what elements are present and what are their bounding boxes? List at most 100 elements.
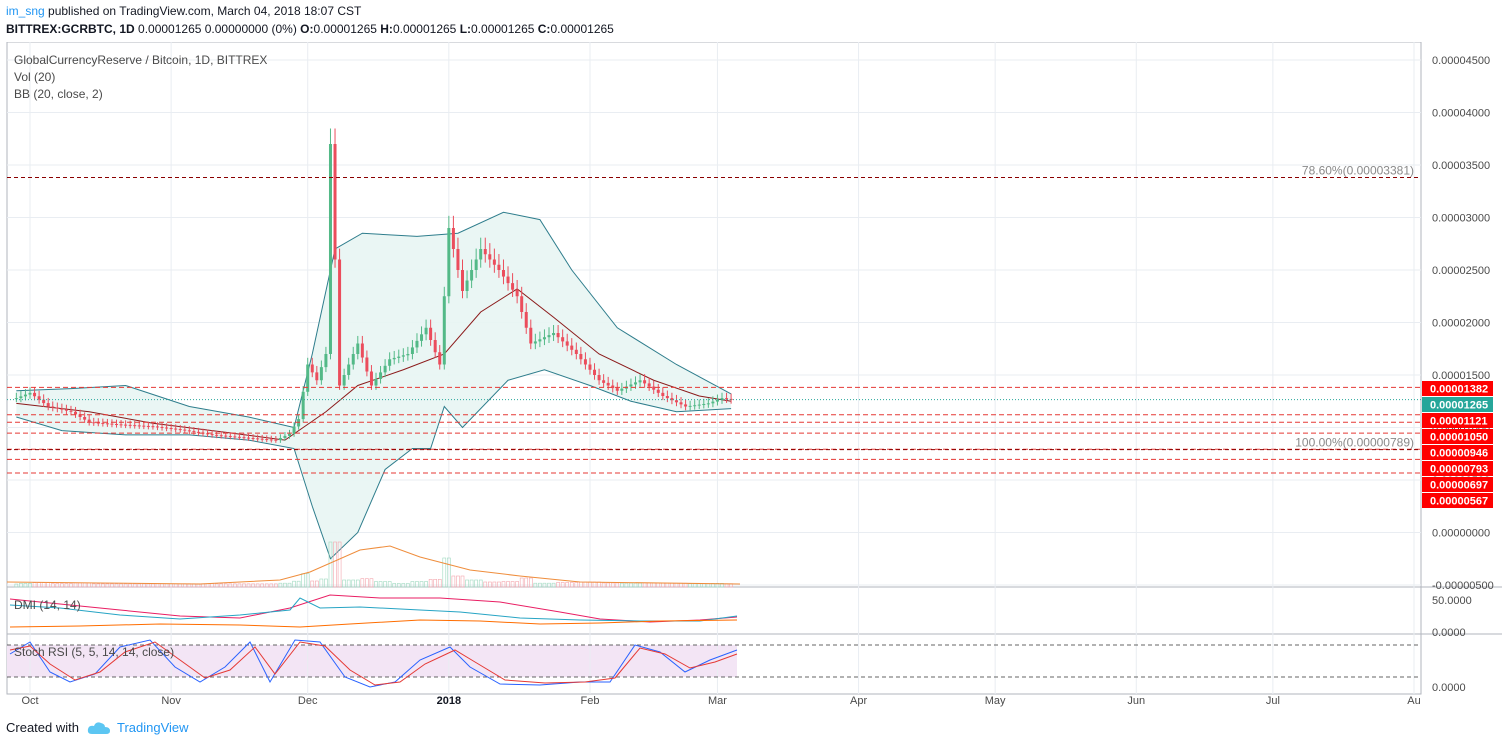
candle-body [702,403,706,405]
candle-body [319,367,323,381]
change-value: 0.00001265 0.00000000 (0%) [138,22,297,36]
candle-body [96,422,100,424]
volume-bar [447,557,451,588]
volume-bar [333,541,337,588]
candle-body [297,419,301,427]
candle-body [14,398,18,400]
candle-body [315,372,319,381]
candle-body [55,407,59,409]
candle-body [638,380,642,383]
candle-body [333,144,337,260]
x-axis-label: Oct [21,695,38,707]
volume-bar [478,579,483,588]
candle-body [338,259,342,386]
candle-body [37,396,41,400]
candle-body [688,405,692,407]
symbol-label: BITTREX:GCRBTC, 1D [6,22,135,36]
volume-bar [488,581,492,588]
candle-body [674,400,678,403]
candle-body [42,399,46,404]
candle-body [479,249,483,260]
candle-body [233,436,237,438]
y-axis-label: 0.00000000 [1432,528,1490,540]
candle-body [310,364,314,373]
candle-body [511,283,515,290]
candle-body [237,436,241,438]
volume-bar [305,573,310,588]
candle-body [247,437,251,439]
candle-body [183,429,187,431]
x-axis-label: Jul [1266,695,1280,707]
volume-bar [123,583,128,588]
price-level-tag [1422,445,1493,460]
volume-bar [342,579,346,588]
volume-bar [296,580,301,588]
candle-body [501,270,505,277]
candle-body [23,394,27,397]
candle-body [552,333,556,336]
candle-body [215,434,219,436]
candle-body [515,289,519,297]
volume-bar [606,582,610,588]
legend-volume: Vol (20) [14,70,56,84]
fib-level-label: 100.00%(0.00000789) [1295,436,1414,450]
candle-body [656,389,660,393]
candle-body [83,417,87,420]
candle-body [306,364,310,392]
candle-body [324,354,328,368]
volume-bar [396,583,401,588]
volume-bar [287,582,292,588]
volume-bar [542,582,547,588]
legend-main: GlobalCurrencyReserve / Bitcoin, 1D, BIT… [14,53,268,67]
candle-body [105,423,109,425]
close-value: 0.00001265 [550,22,614,36]
candle-body [219,435,223,437]
volume-bar [629,582,633,588]
volume-bar [55,583,60,588]
open-label: O: [300,22,314,36]
candle-body [442,296,446,365]
candle-body [265,439,269,441]
volume-bar [524,577,529,588]
candle-body [128,424,132,426]
candle-body [196,431,200,433]
candle-body [433,340,437,353]
volume-bar [264,583,269,588]
volume-bar [378,581,383,588]
candle-body [142,425,146,427]
volume-bar [233,583,237,588]
volume-bar [497,581,501,588]
y-axis-label: 0.00004000 [1432,108,1490,120]
volume-bar [428,579,433,588]
price-level-tag [1422,477,1493,492]
candle-body [347,364,351,375]
candle-body [606,382,610,386]
candle-body [365,357,369,372]
price-chart[interactable]: Oct Nov Dec 2018 Feb Mar Apr May Jun Jul Au 0.00004… [0,42,1502,714]
candle-body [397,356,401,358]
price-level-tag [1422,493,1493,508]
price-level-tag [1422,461,1493,476]
volume-bar [137,583,142,588]
volume-bar [319,578,324,588]
volume-bar [515,581,519,588]
author-link[interactable]: im_sng [6,4,45,18]
candle-body [137,425,141,427]
volume-bar [274,583,278,588]
adx-line [9,619,738,628]
candle-body [729,398,733,400]
volume-bar [574,582,579,588]
volume-bar [560,582,565,588]
volume-bar [538,582,542,588]
volume-bar [451,575,456,588]
dmi-axis-label: 0.0000 [1432,627,1466,639]
volume-bar [223,583,228,588]
open-value: 0.00001265 [313,22,377,36]
volume-bar [64,583,69,588]
candle-body [533,341,537,344]
volume-bar [128,583,132,588]
candle-body [101,422,105,424]
legend-stoch-rsi: Stoch RSI (5, 5, 14, 14, close) [14,645,175,659]
footer-brand-link[interactable]: TradingView [116,720,189,735]
candle-body [465,280,469,291]
